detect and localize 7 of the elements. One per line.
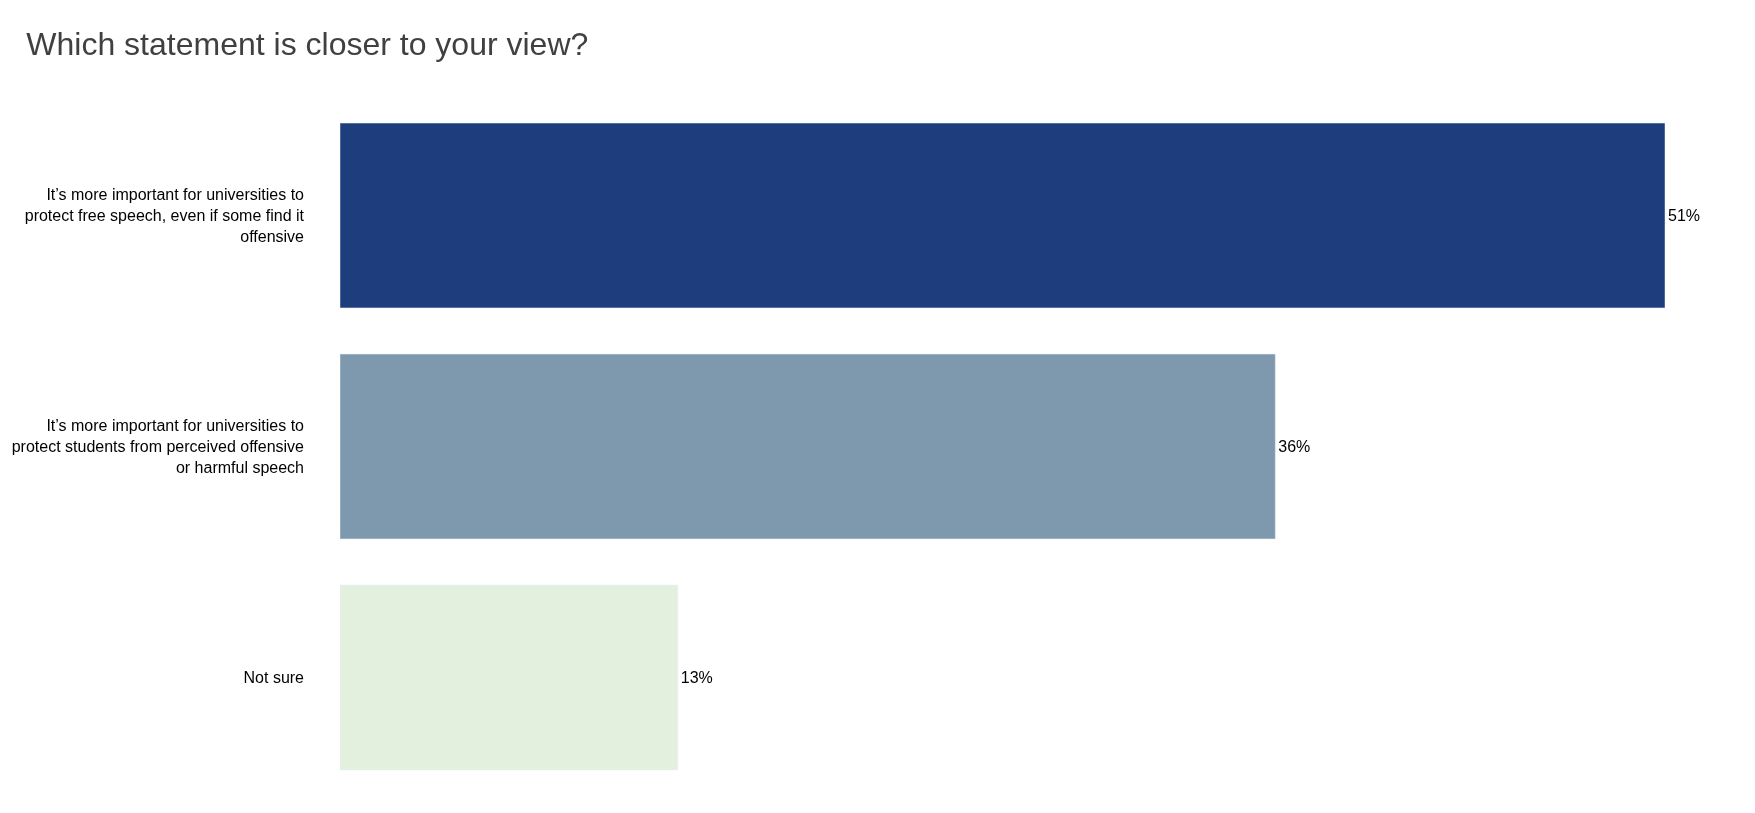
y-tick-label: It’s more important for universities to protect students from perceived offensive or harmful speech (11, 417, 305, 476)
y-tick-label: It’s more important for universities to protect free speech, even if some find it offensive (24, 186, 305, 245)
data-label: 36% (1278, 438, 1311, 455)
data-label: 51% (1668, 207, 1701, 224)
y-tick-label: Not sure (243, 669, 305, 687)
data-label: 13% (680, 669, 713, 686)
chart-title: Which statement is closer to your view? (26, 25, 589, 62)
